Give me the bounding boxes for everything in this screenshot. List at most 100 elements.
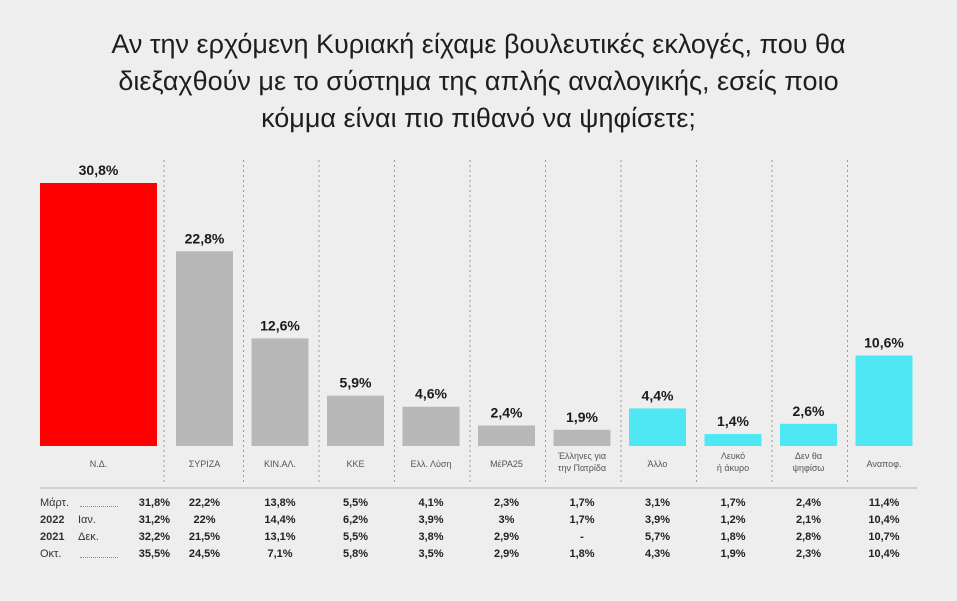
previous-poll-value: 2,3% <box>795 548 822 560</box>
category-label: Ν.Δ. <box>90 459 108 469</box>
category-label: ΚΚΕ <box>346 459 364 469</box>
poll-year: 2021 <box>40 531 65 543</box>
previous-poll-value: 1,9% <box>720 548 746 560</box>
data-label: 2,4% <box>491 405 523 421</box>
previous-poll-date: 2022 Ιαν. <box>40 514 160 529</box>
leader-dots <box>80 506 118 507</box>
bar <box>327 395 384 446</box>
previous-poll-value: 10,4% <box>868 514 900 526</box>
previous-poll-value: 2,4% <box>795 497 822 509</box>
data-label: 30,8% <box>79 162 119 178</box>
previous-poll-value: 22,2% <box>188 497 221 509</box>
previous-poll-value: 6,2% <box>342 514 369 526</box>
category-label: Λευκό <box>721 451 745 461</box>
bar <box>251 338 309 446</box>
bar <box>176 251 233 446</box>
data-label: 10,6% <box>864 334 904 350</box>
category-label: ή άκυρο <box>717 463 749 473</box>
bar <box>704 434 762 446</box>
previous-polls-table: Μάρτ. 31,8% 22,2% 13,8% 5,5% 4,1% 2,3% 1,7% 3,1%… <box>0 487 957 575</box>
data-label: 2,6% <box>793 403 825 419</box>
previous-poll-value: 3,8% <box>418 531 444 543</box>
previous-poll-value: 2,1% <box>795 514 822 526</box>
bar <box>629 408 686 446</box>
previous-poll-value: 1,7% <box>569 514 595 526</box>
previous-poll-value: 1,7% <box>720 497 746 509</box>
category-label: την Πατρίδα <box>558 463 606 473</box>
previous-poll-value: 32,2% <box>138 531 170 543</box>
previous-poll-value: - <box>580 531 584 543</box>
bar <box>855 355 913 446</box>
previous-poll-value: 22% <box>193 514 216 526</box>
previous-poll-value: 3,9% <box>418 514 444 526</box>
previous-poll-value: 5,5% <box>342 497 369 509</box>
previous-poll-value: 2,9% <box>493 548 520 560</box>
previous-poll-row: Μάρτ. 31,8% 22,2% 13,8% 5,5% 4,1% 2,3% 1,7% 3,1%… <box>0 497 957 512</box>
data-label: 1,9% <box>566 409 598 425</box>
previous-poll-value: 13,8% <box>264 497 296 509</box>
previous-poll-value: 2,9% <box>493 531 520 543</box>
previous-poll-value: 1,8% <box>569 548 595 560</box>
previous-poll-value: 3,1% <box>644 497 671 509</box>
data-label: 4,6% <box>415 386 447 402</box>
data-label: 12,6% <box>260 317 300 333</box>
previous-poll-value: 35,5% <box>138 548 170 560</box>
previous-poll-value: 1,8% <box>720 531 746 543</box>
category-label: ΚΙΝ.ΑΛ. <box>264 459 296 469</box>
category-label: Δεν θα <box>795 451 822 461</box>
category-label: Έλληνες για <box>557 451 606 461</box>
chart-title: Αν την ερχόμενη Κυριακή είχαμε βουλευτικ… <box>0 26 957 137</box>
bar <box>780 423 837 446</box>
poll-month: Οκτ. <box>40 548 62 560</box>
poll-month: Μάρτ. <box>40 497 70 509</box>
previous-poll-value: 5,8% <box>342 548 369 560</box>
previous-poll-value: 3,5% <box>418 548 444 560</box>
title-line-3: κόμμα είναι πιο πιθανό να ψηφίσετε; <box>261 103 696 133</box>
data-label: 5,9% <box>340 375 372 391</box>
previous-poll-value: 5,5% <box>342 531 369 543</box>
previous-poll-value: 4,1% <box>418 497 444 509</box>
poll-year: 2022 <box>40 514 65 526</box>
previous-poll-value: 3,9% <box>644 514 671 526</box>
previous-poll-value: 4,3% <box>644 548 671 560</box>
data-label: 22,8% <box>185 230 225 246</box>
previous-poll-value: 10,4% <box>868 548 900 560</box>
bar <box>40 183 157 446</box>
previous-poll-value: 1,7% <box>569 497 595 509</box>
previous-poll-value: 1,2% <box>720 514 746 526</box>
previous-poll-value: 2,8% <box>795 531 822 543</box>
previous-poll-value: 11,4% <box>868 497 900 509</box>
previous-poll-value: 2,3% <box>493 497 520 509</box>
previous-poll-row: 2022 Ιαν. 31,2% 22% 14,4% 6,2% 3,9% 3% 1,7% 3,9% 1… <box>0 514 957 529</box>
bar <box>402 406 460 446</box>
previous-poll-row: 2021 Δεκ. 32,2% 21,5% 13,1% 5,5% 3,8% 2,9% - 5,7%… <box>0 531 957 546</box>
previous-poll-value: 7,1% <box>267 548 293 560</box>
previous-poll-date: 2021 Δεκ. <box>40 531 160 546</box>
previous-poll-value: 14,4% <box>264 514 296 526</box>
category-label: ΜέΡΑ25 <box>490 459 523 469</box>
previous-poll-date: Μάρτ. <box>40 497 160 512</box>
previous-poll-value: 10,7% <box>868 531 900 543</box>
bar <box>553 429 611 446</box>
previous-poll-value: 31,8% <box>138 497 170 509</box>
previous-poll-value: 31,2% <box>138 514 170 526</box>
poll-month: Δεκ. <box>78 531 99 543</box>
previous-poll-value: 3% <box>498 514 515 526</box>
title-line-2: διεξαχθούν με το σύστημα της απλής αναλο… <box>118 66 839 96</box>
previous-poll-row: Οκτ. 35,5% 24,5% 7,1% 5,8% 3,5% 2,9% 1,8% 4,3% 1,… <box>0 548 957 563</box>
category-label: Άλλο <box>648 459 668 469</box>
bar <box>478 425 535 446</box>
previous-poll-date: Οκτ. <box>40 548 160 563</box>
poll-month: Ιαν. <box>78 514 96 526</box>
category-label: Αναποφ. <box>867 459 902 469</box>
category-label: ΣΥΡΙΖΑ <box>189 459 221 469</box>
previous-poll-value: 21,5% <box>188 531 221 543</box>
previous-poll-value: 5,7% <box>644 531 671 543</box>
data-label: 4,4% <box>642 387 674 403</box>
previous-poll-value: 13,1% <box>264 531 296 543</box>
data-label: 1,4% <box>717 413 749 429</box>
title-line-1: Αν την ερχόμενη Κυριακή είχαμε βουλευτικ… <box>111 29 846 59</box>
leader-dots <box>80 557 118 558</box>
category-label: Ελλ. Λύση <box>410 459 451 469</box>
